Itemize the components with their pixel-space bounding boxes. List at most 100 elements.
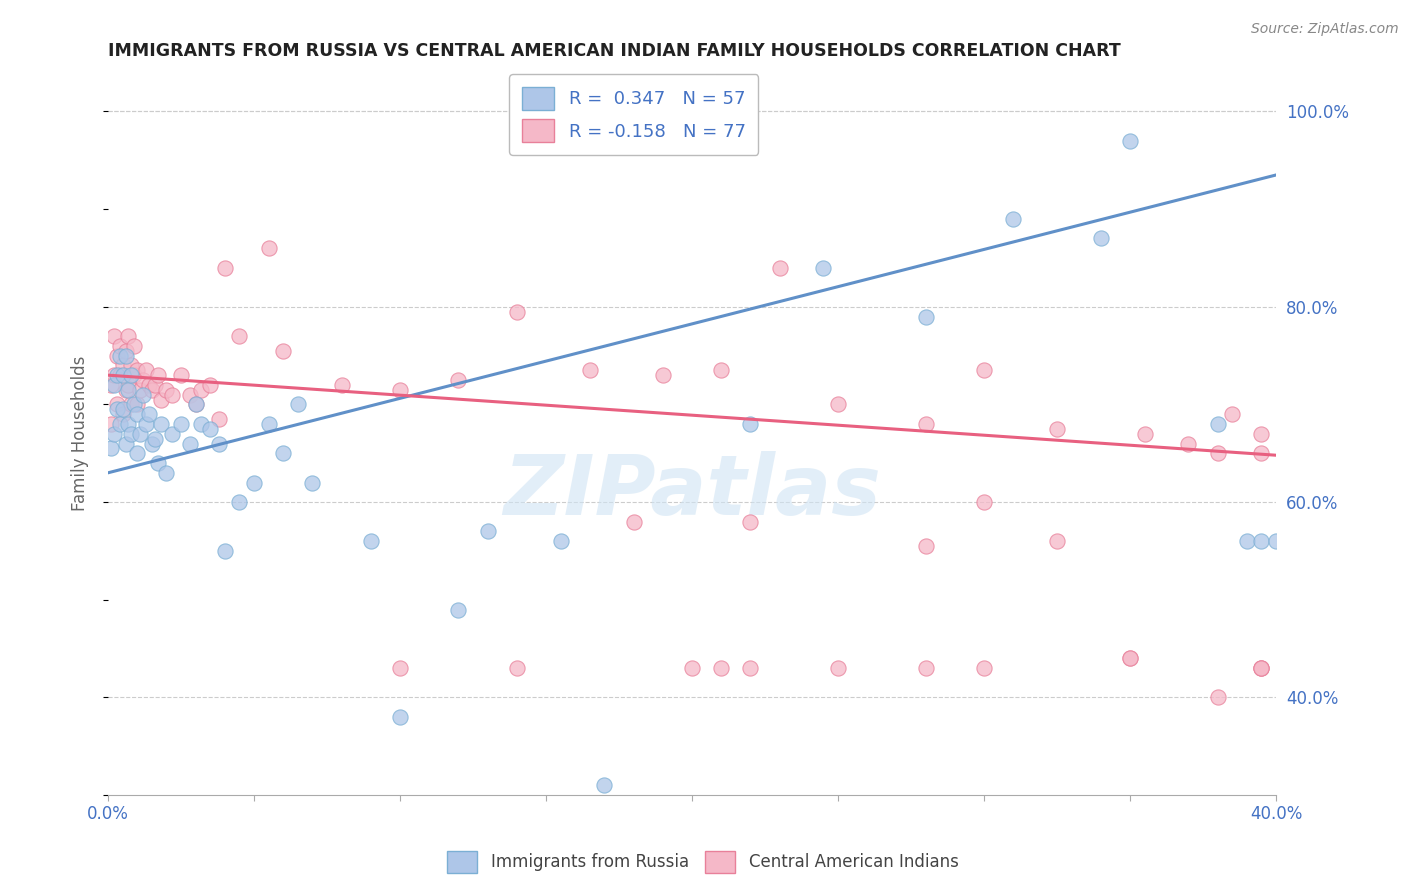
- Point: [228, 329, 250, 343]
- Legend: Immigrants from Russia, Central American Indians: Immigrants from Russia, Central American…: [440, 845, 966, 880]
- Legend: R =  0.347   N = 57, R = -0.158   N = 77: R = 0.347 N = 57, R = -0.158 N = 77: [509, 74, 758, 155]
- Point: [100, 417, 122, 431]
- Point: [651, 368, 673, 383]
- Point: [111, 359, 134, 373]
- Point: [111, 402, 134, 417]
- Point: [120, 426, 142, 441]
- Point: [120, 359, 142, 373]
- Point: [447, 373, 470, 387]
- Point: [506, 304, 529, 318]
- Point: [827, 397, 849, 411]
- Point: [271, 343, 294, 358]
- Point: [105, 402, 128, 417]
- Point: [111, 407, 134, 421]
- Point: [287, 397, 309, 411]
- Point: [200, 378, 222, 392]
- Point: [141, 383, 163, 397]
- Text: Source: ZipAtlas.com: Source: ZipAtlas.com: [1251, 22, 1399, 37]
- Point: [120, 368, 142, 383]
- Point: [330, 378, 353, 392]
- Point: [1046, 422, 1069, 436]
- Point: [1250, 446, 1272, 460]
- Point: [122, 368, 145, 383]
- Point: [214, 544, 236, 558]
- Point: [184, 397, 207, 411]
- Point: [214, 260, 236, 275]
- Point: [184, 397, 207, 411]
- Point: [1220, 407, 1243, 421]
- Point: [681, 661, 703, 675]
- Point: [740, 515, 762, 529]
- Point: [1119, 134, 1142, 148]
- Point: [103, 368, 125, 383]
- Point: [120, 397, 142, 411]
- Point: [710, 661, 733, 675]
- Point: [506, 661, 529, 675]
- Point: [141, 436, 163, 450]
- Point: [108, 349, 131, 363]
- Point: [623, 515, 645, 529]
- Point: [129, 426, 152, 441]
- Point: [129, 383, 152, 397]
- Point: [146, 456, 169, 470]
- Point: [108, 368, 131, 383]
- Point: [208, 436, 231, 450]
- Point: [301, 475, 323, 490]
- Point: [827, 661, 849, 675]
- Point: [111, 368, 134, 383]
- Point: [179, 436, 201, 450]
- Point: [1090, 231, 1112, 245]
- Point: [155, 383, 177, 397]
- Point: [135, 417, 157, 431]
- Point: [179, 387, 201, 401]
- Point: [138, 378, 160, 392]
- Point: [740, 417, 762, 431]
- Point: [132, 387, 155, 401]
- Point: [170, 368, 193, 383]
- Point: [973, 363, 995, 377]
- Point: [114, 436, 136, 450]
- Point: [447, 602, 470, 616]
- Point: [1206, 690, 1229, 705]
- Point: [1206, 417, 1229, 431]
- Point: [149, 417, 172, 431]
- Point: [200, 422, 222, 436]
- Y-axis label: Family Households: Family Households: [72, 356, 89, 511]
- Point: [769, 260, 792, 275]
- Text: IMMIGRANTS FROM RUSSIA VS CENTRAL AMERICAN INDIAN FAMILY HOUSEHOLDS CORRELATION : IMMIGRANTS FROM RUSSIA VS CENTRAL AMERIC…: [108, 42, 1121, 60]
- Point: [914, 661, 936, 675]
- Point: [389, 383, 412, 397]
- Point: [1250, 426, 1272, 441]
- Point: [105, 368, 128, 383]
- Point: [914, 417, 936, 431]
- Point: [710, 363, 733, 377]
- Point: [132, 373, 155, 387]
- Point: [122, 397, 145, 411]
- Point: [138, 407, 160, 421]
- Point: [108, 339, 131, 353]
- Point: [550, 534, 572, 549]
- Point: [914, 539, 936, 553]
- Point: [117, 329, 139, 343]
- Point: [117, 383, 139, 397]
- Point: [105, 349, 128, 363]
- Point: [1119, 651, 1142, 665]
- Point: [146, 368, 169, 383]
- Point: [170, 417, 193, 431]
- Point: [1002, 211, 1025, 226]
- Point: [257, 241, 280, 255]
- Point: [973, 495, 995, 509]
- Point: [155, 466, 177, 480]
- Point: [190, 417, 212, 431]
- Point: [1250, 534, 1272, 549]
- Point: [143, 432, 166, 446]
- Point: [243, 475, 266, 490]
- Point: [103, 378, 125, 392]
- Point: [914, 310, 936, 324]
- Point: [162, 426, 184, 441]
- Point: [271, 446, 294, 460]
- Point: [1133, 426, 1156, 441]
- Point: [389, 661, 412, 675]
- Point: [740, 661, 762, 675]
- Point: [149, 392, 172, 407]
